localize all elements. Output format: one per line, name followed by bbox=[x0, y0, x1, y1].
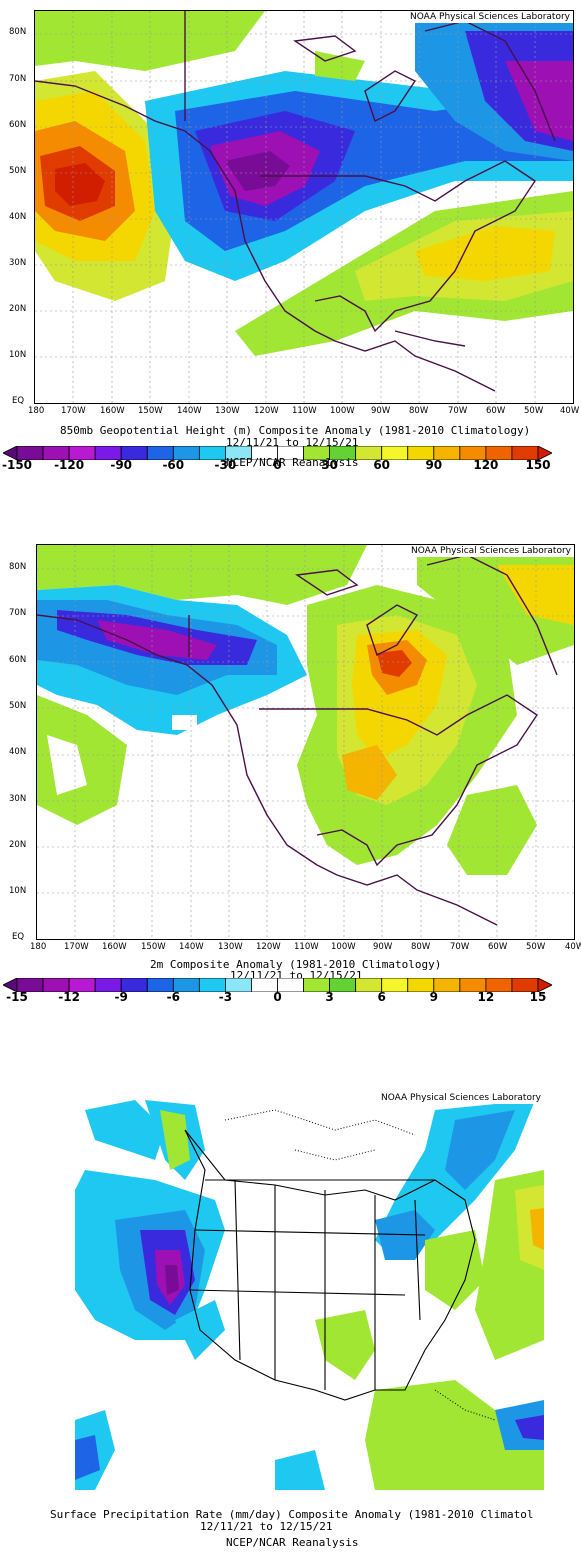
height-anomaly-field bbox=[35, 11, 573, 403]
panel2-colorbar-tick: 3 bbox=[325, 990, 334, 1004]
lon-label-40w: 40W bbox=[565, 942, 581, 952]
lon-label-150w: 150W bbox=[141, 942, 166, 952]
lat-label-10n: 10N bbox=[9, 350, 27, 360]
lat-label-80n: 80N bbox=[9, 27, 27, 37]
lat-label-50n: 50N bbox=[9, 701, 27, 711]
precip-anomaly-field bbox=[75, 1090, 544, 1490]
lon-label-130w: 130W bbox=[215, 406, 240, 416]
lon-label-100w: 100W bbox=[331, 942, 356, 952]
panel2-colorbar-tick: 15 bbox=[529, 990, 547, 1004]
lat-label-20n: 20N bbox=[9, 840, 27, 850]
panel2-colorbar-segment bbox=[537, 978, 552, 992]
panel2-colorbar bbox=[3, 978, 552, 992]
panel1-colorbar-tick: 120 bbox=[473, 458, 499, 472]
lat-label-30n: 30N bbox=[9, 794, 27, 804]
panel1-colorbar-tick: 150 bbox=[525, 458, 551, 472]
lon-label-80w: 80W bbox=[411, 942, 431, 952]
lon-label-140w: 140W bbox=[177, 406, 202, 416]
panel1-colorbar-ticks: -150 -120 -90 -60 -30 0 30 60 90 120 150 bbox=[0, 458, 581, 474]
lat-label-70n: 70N bbox=[9, 608, 27, 618]
lon-label-160w: 160W bbox=[100, 406, 125, 416]
panel-2m-temperature: NOAA Physical Sciences Laboratory 80N 70… bbox=[0, 500, 581, 1020]
lat-label-50n: 50N bbox=[9, 166, 27, 176]
panel1-title: 850mb Geopotential Height (m) Composite … bbox=[60, 424, 531, 437]
lon-label-160w: 160W bbox=[102, 942, 127, 952]
panel1-colorbar-tick: -150 bbox=[1, 458, 33, 472]
lon-label-140w: 140W bbox=[179, 942, 204, 952]
panel1-colorbar-tick: 0 bbox=[273, 458, 282, 472]
panel1-reanalysis: NCEP/NCAR Reanalysis bbox=[226, 456, 359, 469]
lon-label-60w: 60W bbox=[488, 942, 508, 952]
source-credit: NOAA Physical Sciences Laboratory bbox=[406, 11, 573, 23]
panel2-colorbar-tick: -6 bbox=[166, 990, 180, 1004]
lon-label-70w: 70W bbox=[450, 942, 470, 952]
lon-label-120w: 120W bbox=[256, 942, 281, 952]
lon-label-150w: 150W bbox=[138, 406, 163, 416]
lon-label-90w: 90W bbox=[371, 406, 391, 416]
source-credit: NOAA Physical Sciences Laboratory bbox=[407, 545, 574, 557]
panel1-colorbar-tick: -60 bbox=[162, 458, 185, 472]
lon-label-50w: 50W bbox=[526, 942, 546, 952]
panel1-colorbar bbox=[3, 446, 552, 460]
panel3-dates: 12/11/21 to 12/15/21 bbox=[200, 1520, 333, 1533]
lon-label-170w: 170W bbox=[64, 942, 89, 952]
panel1-colorbar-tick: -90 bbox=[110, 458, 133, 472]
lat-label-60n: 60N bbox=[9, 120, 27, 130]
lat-label-40n: 40N bbox=[9, 747, 27, 757]
panel1-colorbar-tick: 90 bbox=[425, 458, 443, 472]
map-2m: NOAA Physical Sciences Laboratory bbox=[36, 544, 575, 940]
panel-precipitation: NOAA Physical Sciences Laboratory Surfac… bbox=[0, 1020, 581, 1567]
panel1-colorbar-tick: 60 bbox=[373, 458, 391, 472]
lat-label-40n: 40N bbox=[9, 212, 27, 222]
lon-label-70w: 70W bbox=[448, 406, 468, 416]
lat-label-60n: 60N bbox=[9, 655, 27, 665]
lon-label-110w: 110W bbox=[292, 406, 317, 416]
panel2-colorbar-tick: -3 bbox=[218, 990, 233, 1004]
panel2-colorbar-tick: -15 bbox=[6, 990, 28, 1004]
lat-label-20n: 20N bbox=[9, 304, 27, 314]
map-850mb: NOAA Physical Sciences Laboratory bbox=[34, 10, 574, 404]
lat-label-80n: 80N bbox=[9, 562, 27, 572]
lon-label-40w: 40W bbox=[560, 406, 580, 416]
panel2-colorbar-tick: -9 bbox=[114, 990, 128, 1004]
panel3-title: Surface Precipitation Rate (mm/day) Comp… bbox=[50, 1508, 534, 1521]
lon-label-60w: 60W bbox=[486, 406, 506, 416]
panel2-colorbar-tick: 6 bbox=[377, 990, 386, 1004]
lat-label-eq: EQ bbox=[12, 932, 25, 942]
lon-label-100w: 100W bbox=[330, 406, 355, 416]
lon-label-80w: 80W bbox=[409, 406, 429, 416]
lon-label-170w: 170W bbox=[61, 406, 86, 416]
lon-label-90w: 90W bbox=[373, 942, 393, 952]
lat-label-eq: EQ bbox=[12, 396, 25, 406]
source-credit: NOAA Physical Sciences Laboratory bbox=[377, 1092, 544, 1104]
panel1-colorbar-segment bbox=[537, 446, 552, 460]
panel2-title: 2m Composite Anomaly (1981-2010 Climatol… bbox=[150, 958, 442, 971]
lat-label-10n: 10N bbox=[9, 886, 27, 896]
panel3-reanalysis: NCEP/NCAR Reanalysis bbox=[226, 1536, 359, 1549]
panel2-colorbar-tick: 9 bbox=[429, 990, 438, 1004]
panel2-colorbar-tick: -12 bbox=[58, 990, 80, 1004]
temperature-anomaly-field bbox=[37, 545, 574, 939]
panel2-colorbar-tick: 12 bbox=[477, 990, 495, 1004]
lat-label-70n: 70N bbox=[9, 74, 27, 84]
lon-label-130w: 130W bbox=[218, 942, 243, 952]
lat-label-30n: 30N bbox=[9, 258, 27, 268]
panel1-colorbar-tick: -30 bbox=[214, 458, 237, 472]
panel1-colorbar-tick: -120 bbox=[54, 458, 85, 472]
lon-label-120w: 120W bbox=[254, 406, 279, 416]
panel-850mb-height: NOAA Physical Sciences Laboratory 80N 70… bbox=[0, 0, 581, 500]
lon-label-180: 180 bbox=[28, 406, 45, 416]
lon-label-110w: 110W bbox=[294, 942, 319, 952]
panel2-colorbar-ticks: -15 -12 -9 -6 -3 0 3 6 9 12 15 bbox=[0, 990, 581, 1006]
lon-label-50w: 50W bbox=[524, 406, 544, 416]
lon-label-180: 180 bbox=[30, 942, 47, 952]
panel2-colorbar-tick: 0 bbox=[273, 990, 282, 1004]
map-precip: NOAA Physical Sciences Laboratory bbox=[75, 1090, 544, 1490]
panel1-colorbar-tick: 30 bbox=[321, 458, 338, 472]
